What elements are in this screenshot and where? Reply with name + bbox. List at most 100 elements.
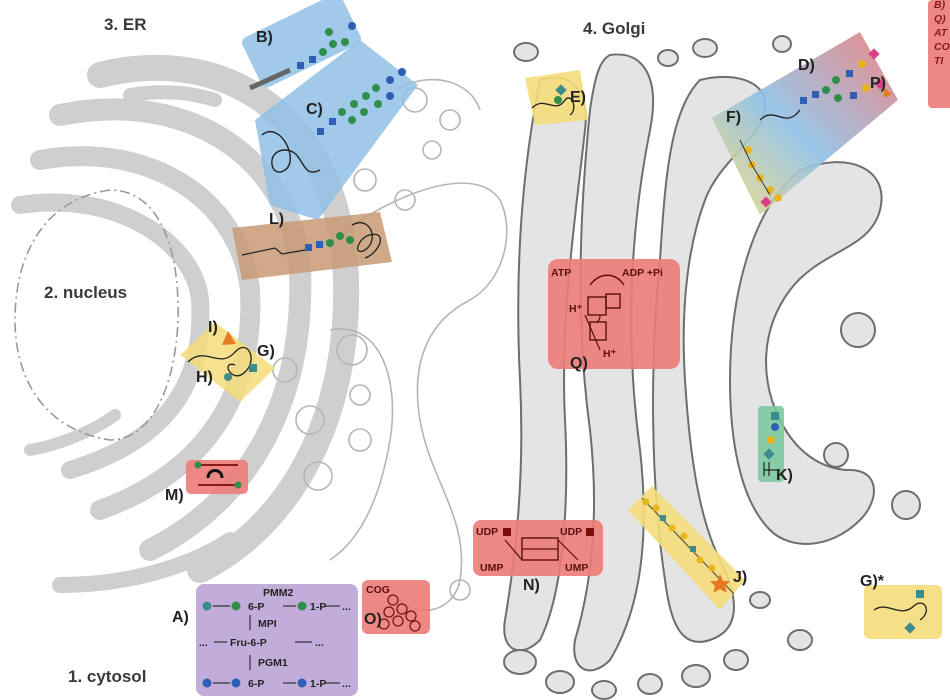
- mannose-circle: [374, 100, 382, 108]
- legend-line-3: AT: [933, 27, 949, 39]
- box-DFP: [712, 32, 898, 215]
- mannose-circle: [329, 40, 337, 48]
- label-I: I): [208, 319, 218, 336]
- label-H: H): [196, 369, 213, 386]
- box-M: [186, 460, 248, 494]
- row2-ellipsis: ...: [315, 637, 324, 649]
- label-F: F): [726, 109, 741, 126]
- row2-prefix: ...: [199, 637, 208, 649]
- legend-line-4: CO: [934, 41, 950, 53]
- region-label-nucleus: 2. nucleus: [44, 283, 127, 302]
- box-Q: [548, 259, 680, 369]
- h-plus-bottom-label: H⁺: [603, 348, 617, 360]
- mannose-circle: [360, 108, 368, 116]
- label-O: O): [364, 611, 382, 628]
- protein-chain: [261, 131, 321, 173]
- label-D: D): [798, 57, 815, 74]
- protein-chain: [759, 109, 801, 121]
- glucose-circle: [386, 76, 394, 84]
- ump-right-label: UMP: [565, 562, 588, 574]
- mannose-circle: [362, 92, 370, 100]
- box-B: [242, 0, 361, 91]
- mannose-circle: [348, 116, 356, 124]
- cog-label: COG: [366, 584, 390, 596]
- golgi-small-vesicles: [503, 35, 921, 700]
- legend-line-2: Q): [934, 13, 946, 25]
- glucose-circle: [398, 68, 406, 76]
- label-M: M): [165, 487, 184, 504]
- box-G-star: [864, 585, 942, 639]
- label-P: P): [870, 75, 886, 92]
- label-C: C): [306, 101, 323, 118]
- arrow-up-icon: [222, 331, 236, 345]
- glcnac-square: [317, 128, 324, 135]
- mannose-circle: [372, 84, 380, 92]
- row2-fru6p: Fru-6-P: [230, 637, 267, 649]
- label-B: B): [256, 29, 273, 46]
- mannose-circle: [325, 28, 333, 36]
- mannose-circle: [338, 108, 346, 116]
- box-J: [628, 486, 745, 610]
- nucleus-envelope: [14, 189, 179, 441]
- label-G: G): [257, 343, 275, 360]
- glucose-circle: [348, 22, 356, 30]
- region-label-golgi: 4. Golgi: [583, 19, 645, 38]
- glcnac-square: [305, 244, 312, 251]
- label-N: N): [523, 577, 540, 594]
- row1-6p: 6-P: [248, 601, 264, 613]
- atp-label: ATP: [551, 267, 571, 279]
- mannose-circle: [341, 38, 349, 46]
- box-N: [473, 520, 603, 576]
- glucose-circle: [386, 92, 394, 100]
- udp-left-label: UDP: [476, 526, 498, 538]
- glcnac-square: [309, 56, 316, 63]
- mannose-circle: [326, 239, 334, 247]
- label-E: E): [570, 89, 586, 106]
- teal-square: [249, 364, 257, 372]
- row3-ellipsis: ...: [342, 678, 351, 690]
- protein-chain: [873, 602, 927, 621]
- star-icon: [710, 574, 730, 593]
- box-K: [758, 406, 784, 482]
- label-G-star: G)*: [860, 573, 885, 590]
- glcnac-square: [297, 62, 304, 69]
- mpi-label: MPI: [258, 618, 277, 630]
- mannose-circle: [346, 236, 354, 244]
- label-L: L): [269, 211, 284, 228]
- h-plus-top-label: H⁺: [569, 303, 583, 315]
- box-E: [525, 70, 588, 125]
- udp-right-label: UDP: [560, 526, 582, 538]
- legend-fragment: [928, 0, 950, 108]
- label-Q: Q): [570, 355, 588, 372]
- adp-pi-label: ADP +Pi: [622, 267, 663, 279]
- mannose-circle: [224, 373, 232, 381]
- box-C: [255, 40, 418, 220]
- row3-1p: 1-P: [310, 678, 326, 690]
- label-K: K): [776, 467, 793, 484]
- legend-line-5: TI: [934, 55, 944, 67]
- protein-chain: [531, 97, 575, 116]
- row1-1p: 1-P: [310, 601, 326, 613]
- label-J: J): [733, 569, 747, 586]
- glcnac-square: [316, 241, 323, 248]
- mannose-circle: [350, 100, 358, 108]
- box-GHI: [180, 322, 275, 402]
- mannose-circle: [336, 232, 344, 240]
- row1-ellipsis: ...: [342, 601, 351, 613]
- region-label-cytosol: 1. cytosol: [68, 667, 146, 686]
- label-A: A): [172, 609, 189, 626]
- row3-6p: 6-P: [248, 678, 264, 690]
- glcnac-square: [329, 118, 336, 125]
- ump-left-label: UMP: [480, 562, 503, 574]
- region-label-er: 3. ER: [104, 15, 147, 34]
- protein-chain: [351, 222, 381, 259]
- box-O-cog: [362, 580, 430, 634]
- pgm1-label: PGM1: [258, 657, 288, 669]
- box-A-pathway: [196, 584, 358, 696]
- protein-chain: [187, 346, 252, 377]
- legend-line-1: B): [934, 0, 946, 11]
- box-L: [232, 212, 392, 280]
- pmm2-label: PMM2: [263, 587, 293, 599]
- mannose-circle: [319, 48, 327, 56]
